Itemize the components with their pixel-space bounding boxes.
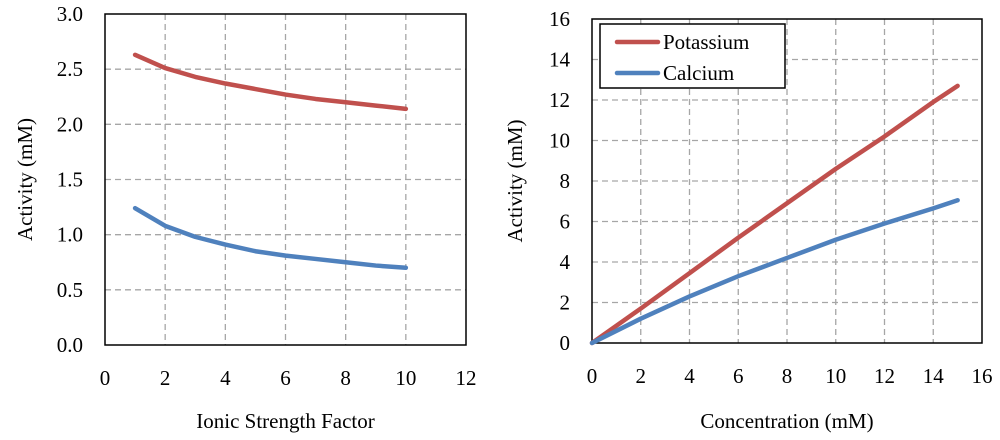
x-tick-label: 12 <box>874 364 895 388</box>
x-tick-label: 4 <box>684 364 695 388</box>
y-tick-label: 8 <box>560 169 571 193</box>
series-line-calcium <box>132 205 409 271</box>
y-tick-label: 3.0 <box>57 2 83 26</box>
series-line-potassium <box>589 83 960 346</box>
x-tick-label: 2 <box>160 366 171 390</box>
x-axis-title: Ionic Strength Factor <box>196 409 374 433</box>
x-tick-label: 16 <box>972 364 993 388</box>
x-tick-label: 8 <box>782 364 793 388</box>
y-tick-label: 0.0 <box>57 333 83 357</box>
y-tick-label: 4 <box>560 250 571 274</box>
x-tick-label: 4 <box>220 366 231 390</box>
x-axis-title: Concentration (mM) <box>700 409 873 433</box>
y-tick-label: 2 <box>560 291 571 315</box>
x-tick-label: 2 <box>636 364 647 388</box>
y-tick-label: 6 <box>560 210 571 234</box>
y-tick-label: 12 <box>549 88 570 112</box>
x-tick-label: 10 <box>395 366 416 390</box>
subplot-2: 0 2 4 6 8 10 12 14 16 0 2 4 6 8 10 12 14 16 Concentration … <box>503 7 993 433</box>
legend-box <box>599 23 786 89</box>
series-line-potassium <box>132 52 409 112</box>
y-axis-title: Activity (mM) <box>503 119 527 242</box>
series-line-calcium <box>589 197 960 346</box>
y-tick-label: 1.0 <box>57 223 83 247</box>
y-tick-label: 10 <box>549 129 570 153</box>
x-tick-label: 0 <box>100 366 111 390</box>
y-tick-label: 1.5 <box>57 168 83 192</box>
y-tick-label: 0 <box>560 331 571 355</box>
plot-area-border <box>591 18 983 344</box>
y-axis-title: Activity (mM) <box>13 118 37 241</box>
y-tick-label: 2.5 <box>57 57 83 81</box>
y-tick-label: 14 <box>549 48 571 72</box>
legend-label-calcium: Calcium <box>663 61 734 85</box>
x-tick-label: 8 <box>340 366 351 390</box>
subplot-1: 0 2 4 6 8 10 12 0.0 0.5 1.0 1.5 2.0 2.5 3.0 Ionic Stre… <box>13 2 477 433</box>
x-tick-label: 0 <box>587 364 598 388</box>
y-tick-label: 16 <box>549 7 570 31</box>
y-tick-label: 0.5 <box>57 278 83 302</box>
x-tick-label: 10 <box>825 364 846 388</box>
plot-area-border <box>104 13 467 346</box>
x-tick-label: 12 <box>456 366 477 390</box>
y-tick-label: 2.0 <box>57 112 83 136</box>
x-tick-label: 6 <box>280 366 291 390</box>
legend: Potassium Calcium <box>599 23 786 89</box>
legend-label-potassium: Potassium <box>663 30 749 54</box>
x-tick-label: 14 <box>923 364 945 388</box>
x-tick-label: 6 <box>733 364 744 388</box>
